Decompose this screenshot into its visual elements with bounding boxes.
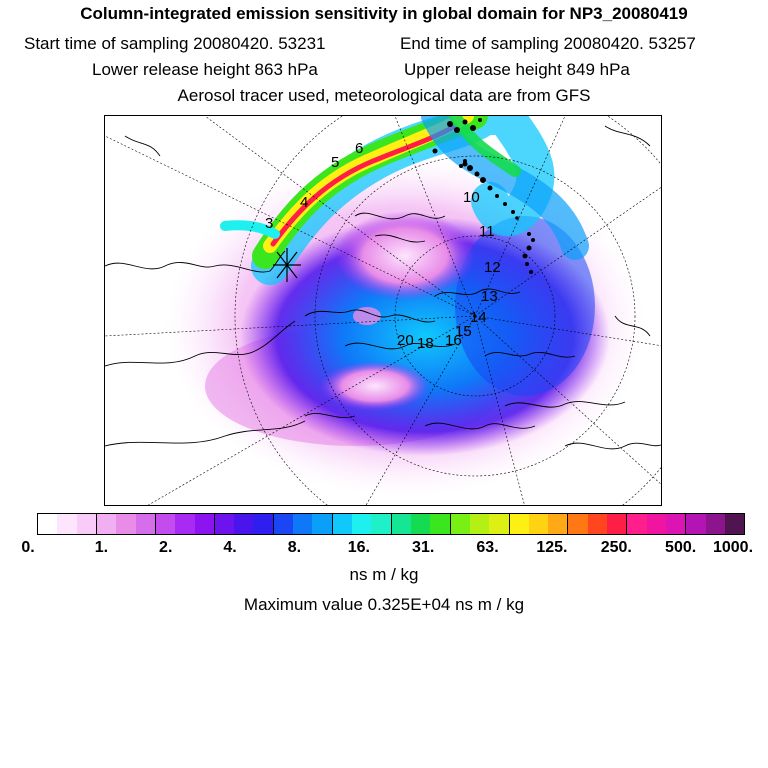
colorbar-swatch [331, 514, 352, 534]
day-label: 20 [397, 332, 414, 349]
lower-release-height-label: Lower release height 863 hPa [92, 60, 318, 79]
colorbar-swatch [194, 514, 214, 534]
day-label: 14 [470, 309, 487, 326]
day-label: 3 [265, 215, 273, 232]
colorbar-swatch [38, 514, 58, 534]
colorbar-swatch [175, 514, 195, 534]
colorbar-tick-label: 63. [476, 539, 499, 556]
colorbar-swatch [234, 514, 254, 534]
plume-tongue [220, 220, 280, 239]
colorbar-swatch [724, 514, 745, 534]
colorbar-swatch [213, 514, 235, 534]
plume-east-green [449, 116, 521, 177]
colorbar-swatch [135, 514, 155, 534]
colorbar-tick-label: 4. [223, 539, 237, 556]
low-sensitivity-blob-south [320, 361, 430, 411]
colorbar-swatch [293, 514, 313, 534]
colorbar-swatch [646, 514, 666, 534]
colorbar-tick-label: 31. [412, 539, 435, 556]
colorbar-swatch [489, 514, 509, 534]
colorbar-tick-label: 8. [287, 539, 302, 556]
upper-release-height-label: Upper release height 849 hPa [404, 60, 630, 79]
colorbar-swatch [567, 514, 588, 534]
emission-sensitivity-map: 3 4 5 6 10 11 12 13 14 15 16 18 20 [104, 115, 662, 506]
colorbar-swatch [666, 514, 686, 534]
colorbar-tick-label: 1000. [712, 539, 754, 556]
colorbar-swatch [410, 514, 431, 534]
colorbar-swatch [272, 514, 294, 534]
day-label: 16 [445, 332, 462, 349]
day-label: 13 [481, 288, 498, 305]
tracer-note: Aerosol tracer used, meteorological data… [177, 86, 591, 105]
day-label: 10 [463, 189, 480, 206]
day-label: 6 [355, 140, 363, 157]
colorbar-unit-label: ns m / kg [349, 565, 419, 584]
end-time-label: End time of sampling 20080420. 53257 [400, 34, 696, 53]
colorbar-swatch [469, 514, 490, 534]
colorbar-swatch [312, 514, 332, 534]
colorbar-swatch [390, 514, 411, 534]
colorbar-swatch [430, 514, 450, 534]
plot-title: Column-integrated emission sensitivity i… [80, 4, 688, 23]
colorbar-swatch [449, 514, 470, 534]
colorbar-swatch [587, 514, 608, 534]
colorbar [37, 513, 745, 535]
colorbar-tick-label: 250. [600, 539, 632, 556]
sensitivity-core-east [455, 216, 595, 396]
day-label: 15 [455, 323, 472, 340]
low-sensitivity-blob [335, 211, 475, 301]
plume-east-branch [421, 116, 589, 260]
day-label: 12 [484, 259, 501, 276]
colorbar-swatch [626, 514, 647, 534]
day-label: 11 [479, 223, 495, 240]
hole-blob [353, 307, 381, 325]
colorbar-swatch [685, 514, 706, 534]
colorbar-tick-label: 2. [159, 539, 173, 556]
start-time-label: Start time of sampling 20080420. 53231 [24, 34, 326, 53]
polar-map-svg: 3 4 5 6 10 11 12 13 14 15 16 18 20 [105, 116, 661, 505]
colorbar-swatch [607, 514, 627, 534]
maximum-value-label: Maximum value 0.325E+04 ns m / kg [243, 595, 525, 614]
lat-lon-grid [105, 116, 661, 505]
release-point-marker [273, 248, 301, 282]
black-data-clusters [432, 118, 535, 274]
colorbar-tick-label: 125. [536, 539, 568, 556]
colorbar-swatch [57, 514, 77, 534]
colorbar-tick-label: 500. [665, 539, 697, 556]
colorbar-tick-label: 16. [347, 539, 370, 556]
colorbar-swatch [116, 514, 136, 534]
colorbar-tick-label: 0. [21, 539, 35, 556]
colorbar-swatch [95, 514, 117, 534]
day-label: 4 [300, 194, 308, 211]
colorbar-swatch [371, 514, 391, 534]
colorbar-swatch [76, 514, 96, 534]
coastlines [105, 125, 661, 450]
colorbar-swatch [528, 514, 549, 534]
colorbar-swatch [548, 514, 568, 534]
colorbar-tick-label: 1. [94, 539, 109, 556]
colorbar-swatch [253, 514, 273, 534]
day-label: 18 [417, 335, 434, 352]
trajectory-day-labels: 3 4 5 6 10 11 12 13 14 15 16 18 20 [265, 140, 501, 352]
day-label: 5 [331, 154, 339, 171]
colorbar-swatch [705, 514, 725, 534]
colorbar-swatch [352, 514, 372, 534]
colorbar-swatch [508, 514, 529, 534]
colorbar-swatch [154, 514, 176, 534]
